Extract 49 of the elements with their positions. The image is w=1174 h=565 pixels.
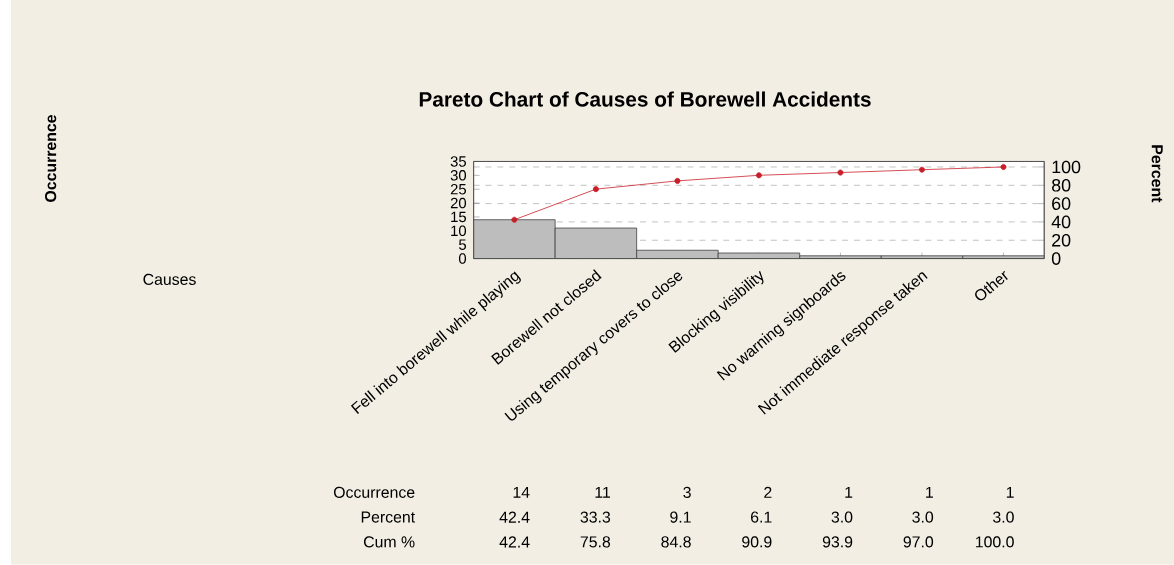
text: 100.0 [976,536,1014,548]
text: 3.0 [831,511,853,523]
text: 14 [513,487,530,498]
chart-title: Pareto Chart of Causes of Borewell Accidents [419,91,871,107]
text: 3 [683,486,691,499]
y2-tick-label: 0 [1051,252,1061,266]
y2-axis-title: Percent [1151,145,1163,203]
y-tick-label: 0 [458,253,467,264]
text: 11 [595,487,611,498]
y-tick-label: 20 [450,197,467,209]
point [592,186,599,193]
y-tick-label: 10 [451,225,467,237]
point [755,172,762,179]
text: Causes [143,273,196,286]
text: Cum % [363,536,415,548]
y-tick-label: 30 [450,170,467,181]
y2-tick-label: 40 [1051,215,1071,229]
point [674,178,681,185]
text: 42.4 [499,536,530,548]
text: Percent [361,511,416,523]
y2-tick-label: 100 [1052,160,1081,174]
text: 84.8 [661,536,691,548]
text: 1 [926,487,933,498]
y-tick-label: 15 [451,211,467,223]
point [511,216,518,223]
y-tick-label: 5 [458,239,467,251]
text: 97.0 [903,536,934,548]
text: 2 [764,486,772,499]
text: 42.4 [499,511,530,523]
text: 75.8 [580,536,611,548]
text: 1 [1006,487,1014,498]
point [837,169,844,176]
y2-tick-label: 60 [1052,197,1071,211]
text: 93.9 [822,536,853,548]
text: 1 [845,487,853,498]
y2-tick-label: 80 [1052,179,1071,192]
text: Occurrence [333,486,415,499]
y-tick-label: 35 [450,156,467,167]
y-tick-label: 25 [450,184,467,195]
text: 6.1 [751,511,772,523]
text: Occurrence [45,115,57,203]
text: 9.1 [670,511,691,523]
text: 3.0 [993,511,1014,523]
y2-tick-label: 20 [1052,234,1071,247]
text: 3.0 [912,511,934,523]
text: 33.3 [580,511,611,523]
text: 90.9 [742,536,772,548]
point [1000,164,1007,171]
point [918,166,925,173]
